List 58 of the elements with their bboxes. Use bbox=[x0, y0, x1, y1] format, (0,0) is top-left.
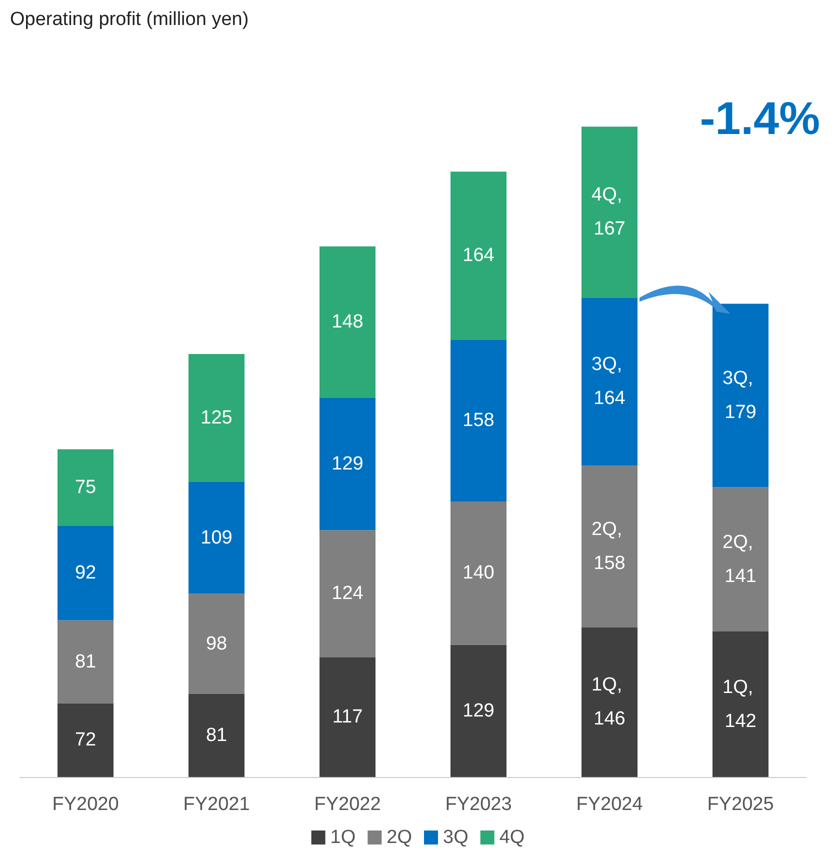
data-label: 4Q, 167 bbox=[592, 184, 628, 240]
bar bbox=[188, 482, 244, 594]
bar bbox=[58, 703, 114, 777]
data-label: 125 bbox=[200, 407, 232, 428]
chart-title: Operating profit (million yen) bbox=[10, 9, 249, 30]
bar bbox=[450, 644, 506, 777]
legend-label: 4Q bbox=[499, 827, 525, 848]
data-label: 3Q, 179 bbox=[722, 368, 758, 423]
legend-label: 2Q bbox=[386, 827, 412, 848]
bar bbox=[58, 526, 114, 620]
bar bbox=[712, 304, 768, 488]
bar bbox=[58, 449, 114, 526]
bar bbox=[582, 298, 638, 466]
bar bbox=[188, 354, 244, 482]
data-label: 117 bbox=[332, 706, 363, 728]
data-label: 109 bbox=[200, 527, 232, 548]
data-label: 124 bbox=[332, 583, 364, 604]
data-label: 148 bbox=[332, 312, 364, 333]
bar bbox=[712, 487, 768, 632]
x-tick-label: FY2024 bbox=[576, 794, 644, 815]
data-label: 81 bbox=[206, 725, 228, 746]
data-label: 2Q, 158 bbox=[592, 519, 628, 574]
data-label: 98 bbox=[206, 633, 228, 654]
bar bbox=[320, 246, 376, 398]
data-label: 158 bbox=[462, 410, 494, 432]
bar bbox=[582, 627, 638, 777]
x-tick-label: FY2021 bbox=[183, 794, 250, 815]
data-label: 75 bbox=[74, 477, 96, 498]
bar bbox=[320, 657, 376, 777]
x-tick-label: FY2025 bbox=[707, 794, 774, 815]
data-label: 72 bbox=[74, 730, 96, 751]
data-label: 129 bbox=[462, 700, 494, 722]
bar bbox=[320, 530, 376, 658]
bar bbox=[582, 466, 638, 628]
bar bbox=[188, 594, 244, 694]
data-label: 164 bbox=[462, 245, 495, 266]
bar bbox=[58, 620, 114, 704]
data-label: 1Q, 142 bbox=[722, 676, 758, 732]
data-label: 2Q, 141 bbox=[722, 532, 758, 587]
bar bbox=[582, 126, 638, 298]
x-tick-label: FY2022 bbox=[314, 794, 381, 815]
x-tick-label: FY2023 bbox=[445, 794, 512, 815]
bar bbox=[450, 501, 506, 645]
bar bbox=[450, 340, 506, 502]
bar bbox=[450, 172, 506, 340]
data-label: 81 bbox=[74, 651, 96, 672]
data-label: 3Q, 164 bbox=[592, 354, 628, 410]
data-label: 129 bbox=[332, 454, 364, 475]
x-tick-label: FY2020 bbox=[52, 794, 119, 815]
data-label: 1Q, 146 bbox=[592, 674, 628, 730]
bar bbox=[188, 694, 244, 777]
data-label: 92 bbox=[74, 562, 96, 584]
bar bbox=[712, 632, 768, 777]
annotation: -1.4% bbox=[700, 92, 820, 144]
legend-label: 1Q bbox=[330, 827, 356, 848]
legend-label: 3Q bbox=[443, 827, 468, 848]
data-label: 140 bbox=[462, 562, 494, 584]
bar bbox=[320, 398, 376, 530]
